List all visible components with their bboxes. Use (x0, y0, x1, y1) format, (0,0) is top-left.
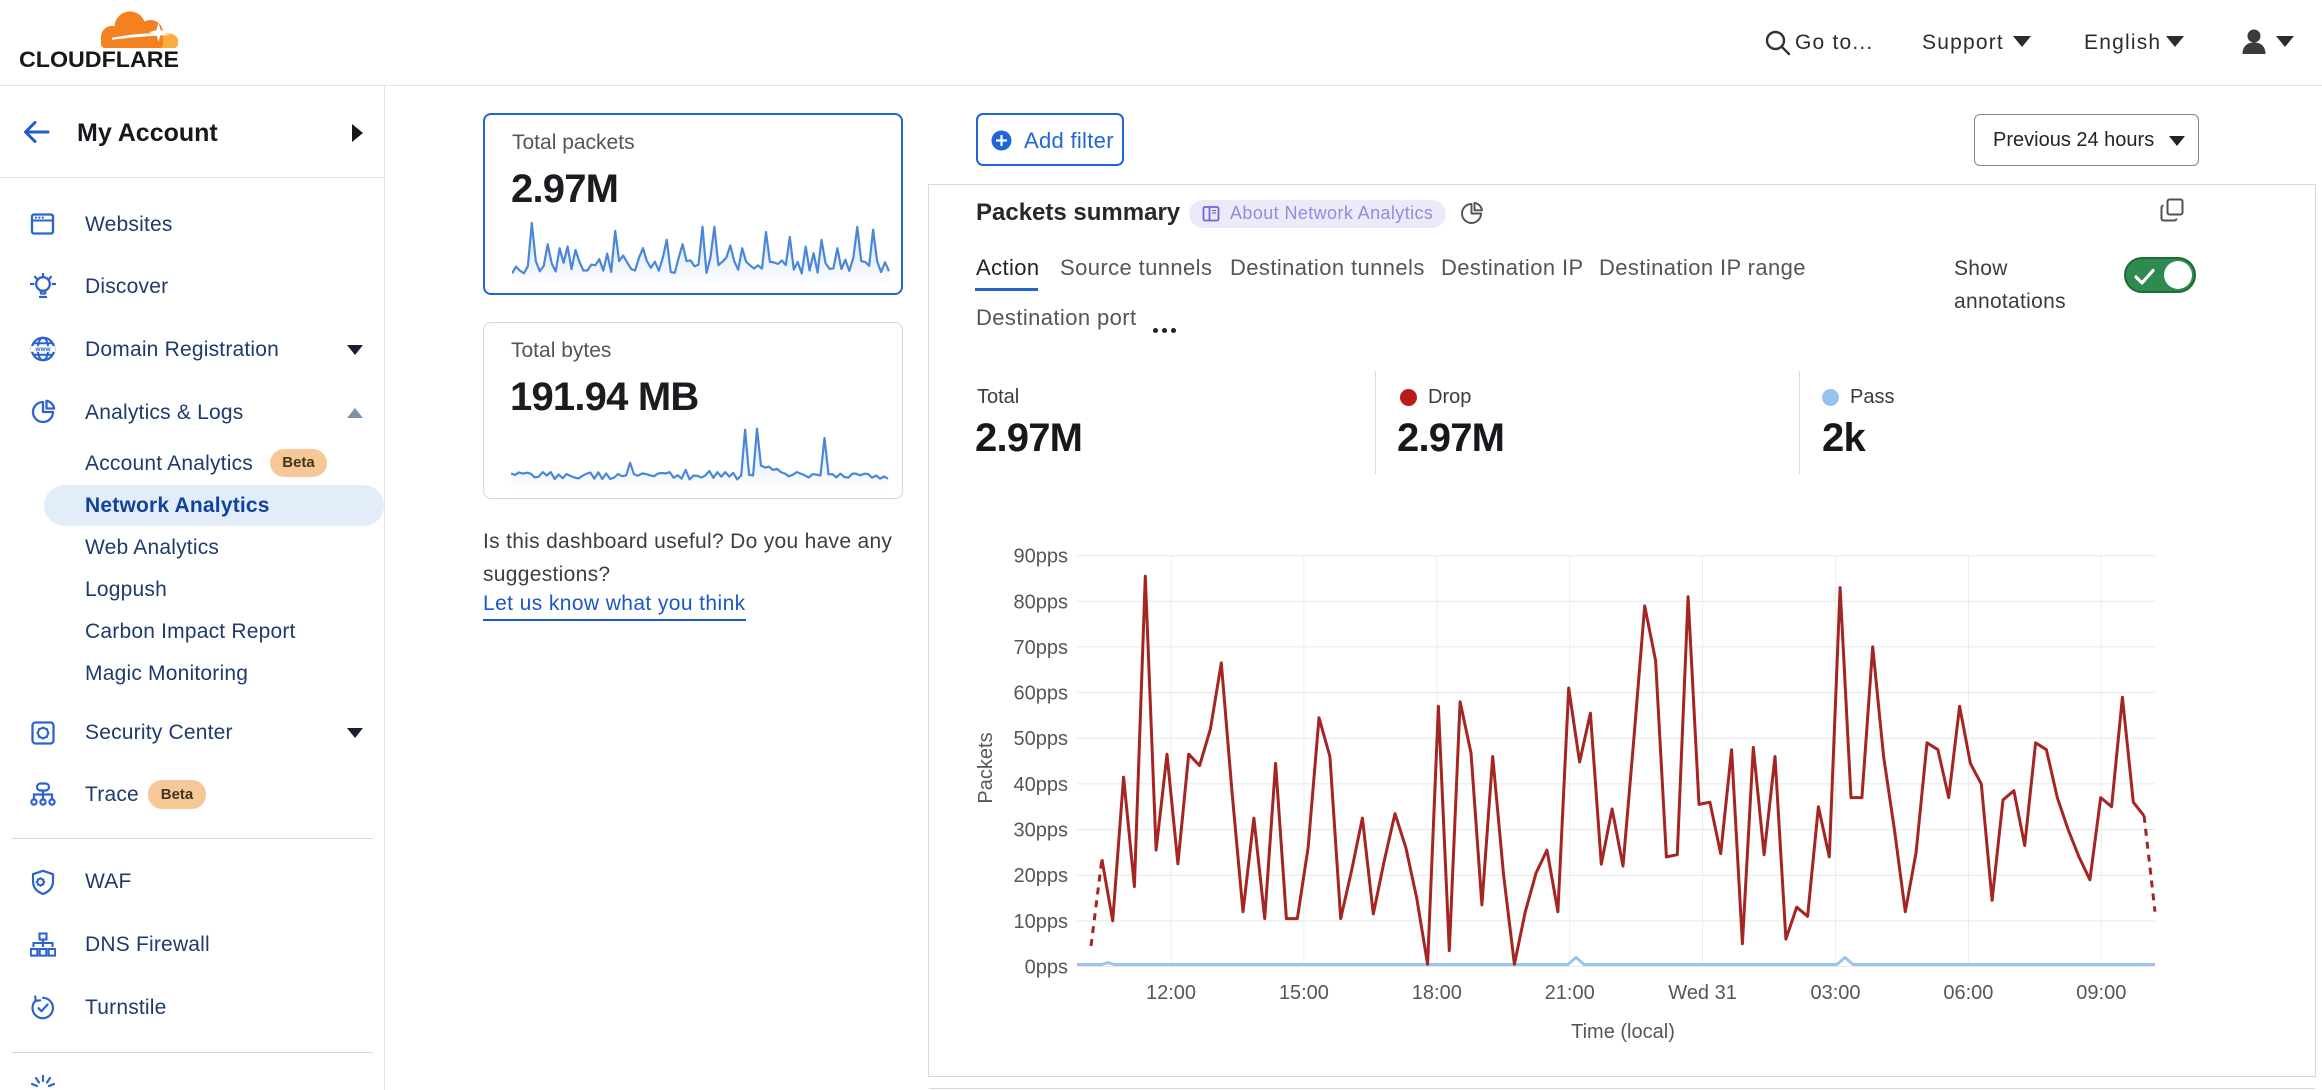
svg-text:10pps: 10pps (1014, 911, 1069, 933)
svg-text:90pps: 90pps (1014, 546, 1069, 568)
svg-text:60pps: 60pps (1014, 683, 1069, 705)
svg-text:12:00: 12:00 (1146, 982, 1196, 1004)
svg-text:18:00: 18:00 (1412, 982, 1462, 1004)
svg-text:70pps: 70pps (1014, 637, 1069, 659)
svg-text:30pps: 30pps (1014, 820, 1069, 842)
svg-text:20pps: 20pps (1014, 865, 1069, 887)
svg-text:0pps: 0pps (1025, 957, 1068, 979)
svg-text:Wed 31: Wed 31 (1668, 982, 1737, 1004)
svg-text:Packets: Packets (975, 732, 997, 803)
svg-text:06:00: 06:00 (1943, 982, 1993, 1004)
svg-text:15:00: 15:00 (1279, 982, 1329, 1004)
svg-text:www: www (34, 346, 51, 353)
svg-text:09:00: 09:00 (2076, 982, 2126, 1004)
svg-text:80pps: 80pps (1014, 591, 1069, 613)
svg-text:21:00: 21:00 (1545, 982, 1595, 1004)
svg-text:CLOUDFLARE: CLOUDFLARE (19, 49, 179, 71)
svg-text:03:00: 03:00 (1810, 982, 1860, 1004)
svg-text:50pps: 50pps (1014, 728, 1069, 750)
svg-text:Time (local): Time (local) (1571, 1021, 1675, 1043)
svg-text:40pps: 40pps (1014, 774, 1069, 796)
